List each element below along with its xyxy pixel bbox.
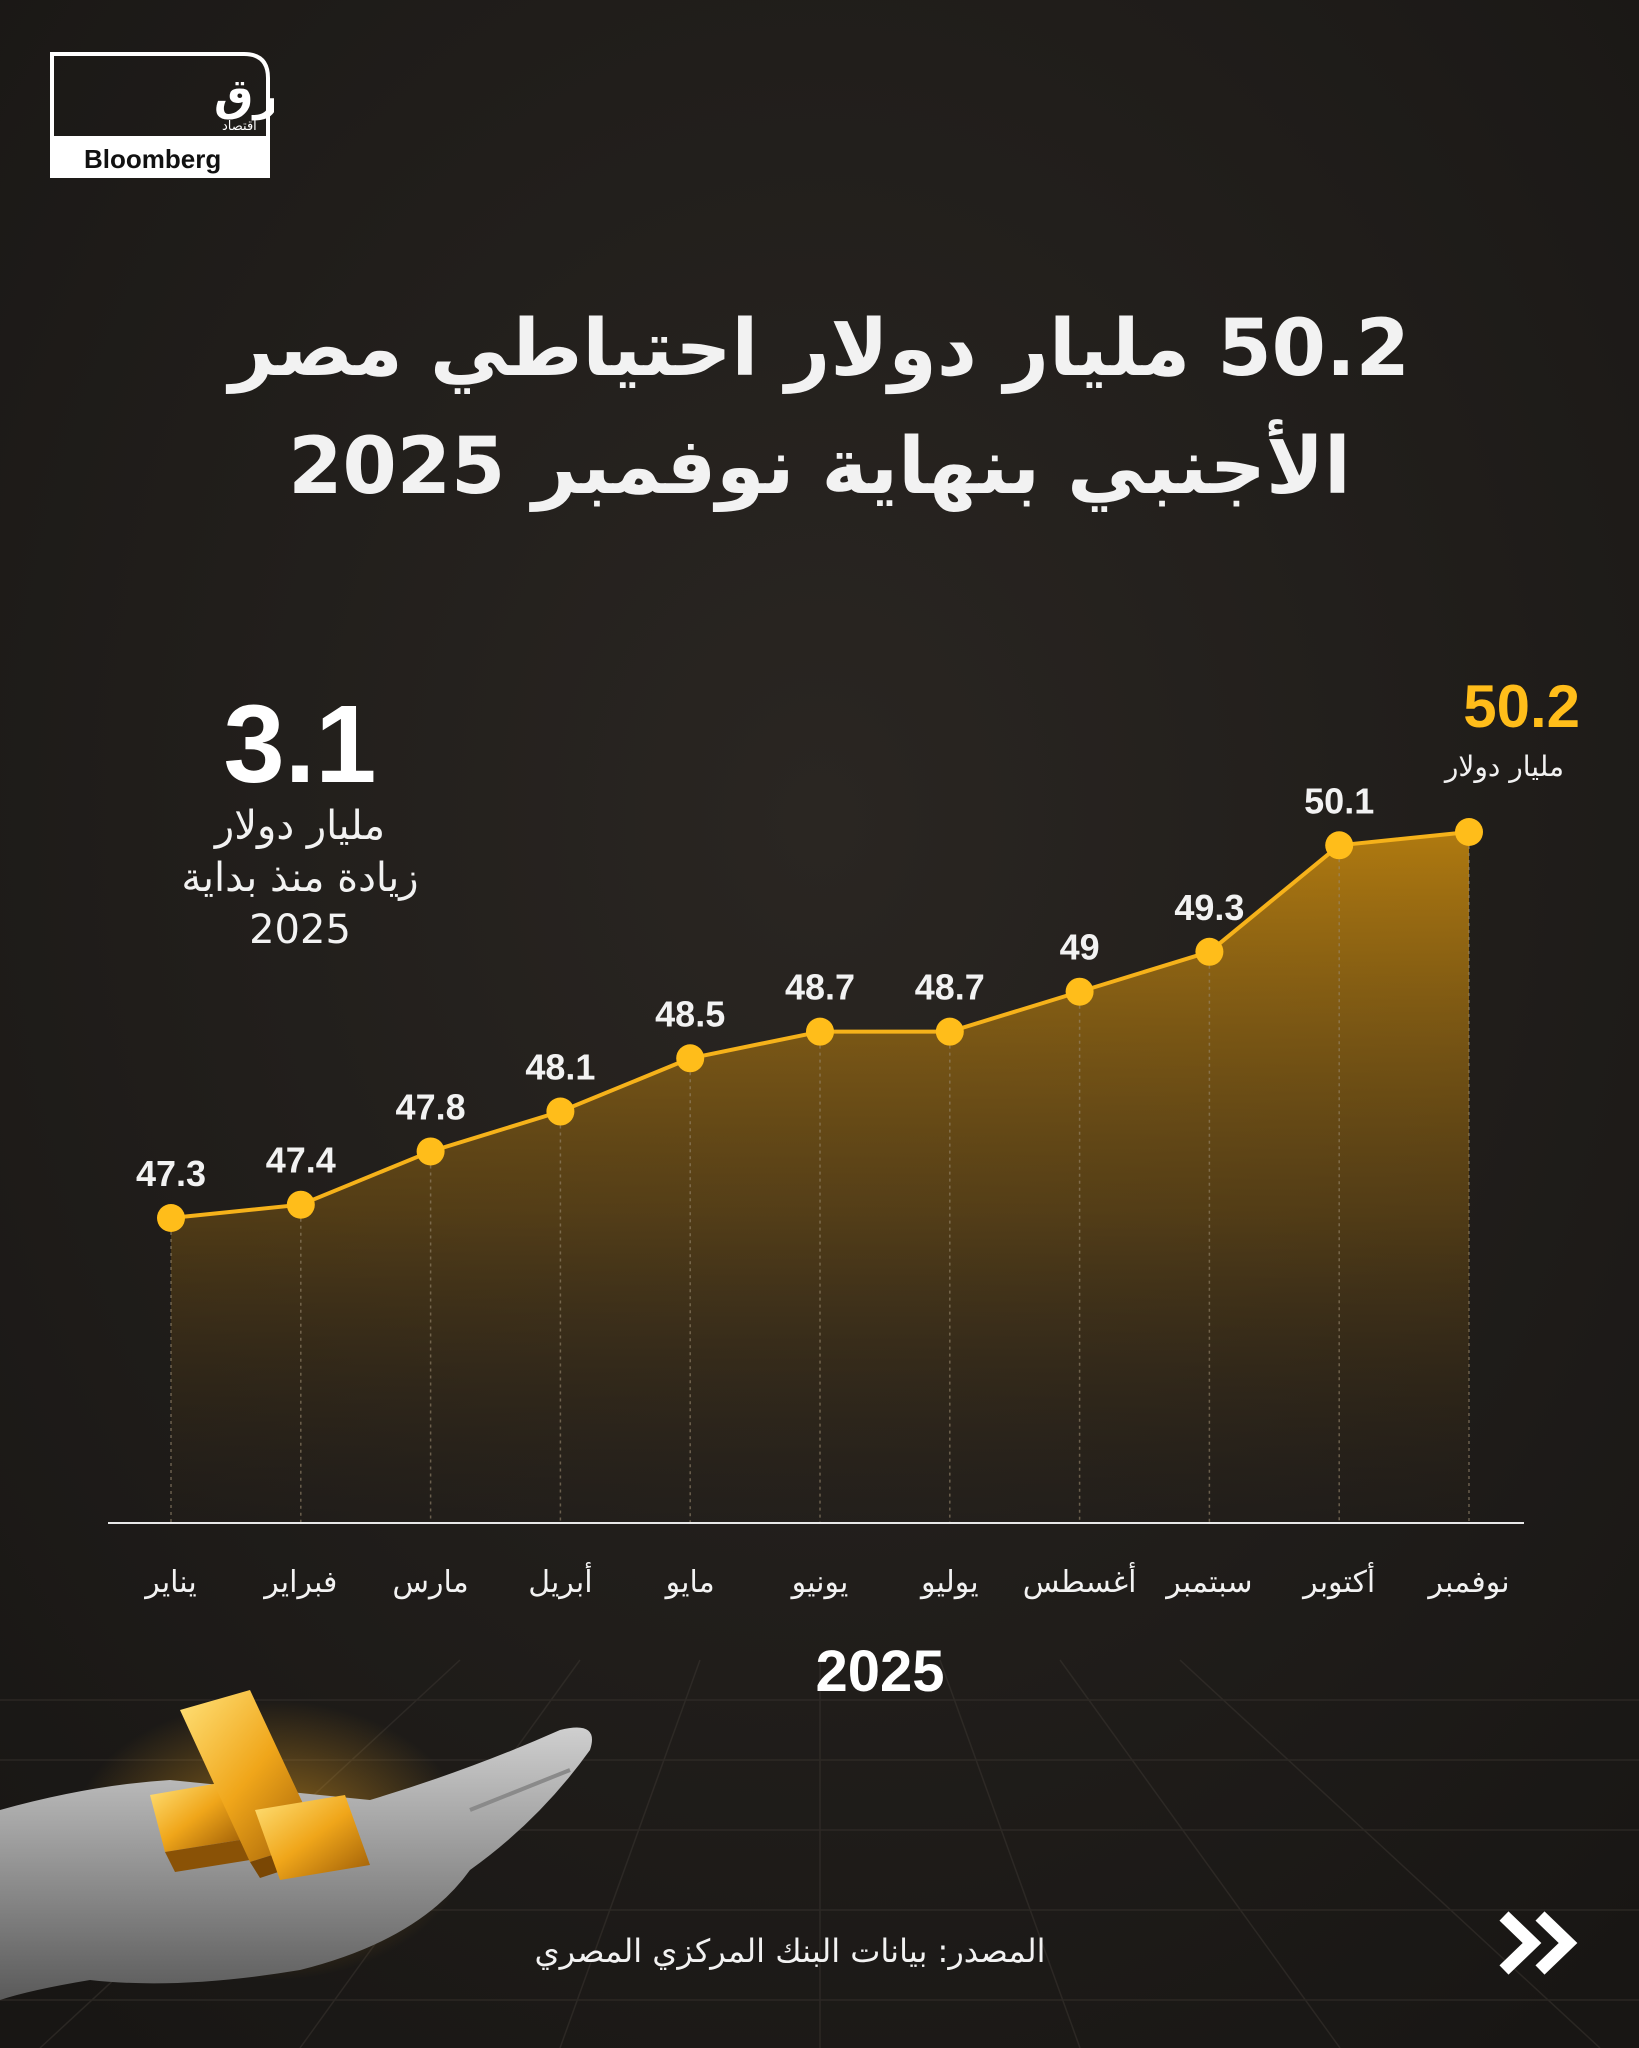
data-point	[1065, 977, 1094, 1006]
x-tick-label: سبتمبر	[1164, 1565, 1252, 1600]
increase-unit: مليار دولار	[214, 803, 386, 849]
data-label: 47.8	[396, 1086, 466, 1127]
x-tick-label: يناير	[143, 1565, 196, 1600]
x-tick-label: أغسطس	[1023, 1561, 1137, 1600]
data-label: 48.1	[525, 1047, 595, 1088]
latest-value: 50.2	[1463, 673, 1580, 740]
data-point	[286, 1190, 315, 1219]
data-point	[935, 1017, 964, 1046]
hand-holding-gold-image	[0, 1690, 592, 2000]
data-label: 49	[1060, 927, 1100, 968]
title-line-2: الأجنبي بنهاية نوفمبر 2025	[288, 422, 1351, 512]
svg-text:Bloomberg: Bloomberg	[84, 144, 221, 174]
data-point	[1325, 831, 1354, 860]
increase-desc: زيادة منذ بداية	[181, 855, 419, 901]
increase-year: 2025	[249, 907, 351, 953]
data-point	[157, 1204, 185, 1232]
svg-text:مع: مع	[219, 137, 233, 152]
x-tick-label: يوليو	[919, 1565, 979, 1600]
svg-text:اقتصاد: اقتصاد	[222, 119, 257, 134]
data-label: 50.1	[1304, 780, 1374, 821]
x-tick-label: نوفمبر	[1426, 1565, 1509, 1600]
x-tick-label: أبريل	[528, 1561, 592, 1600]
x-tick-label: فبراير	[262, 1565, 337, 1600]
data-point	[676, 1044, 705, 1073]
data-label: 49.3	[1174, 887, 1244, 928]
increase-value: 3.1	[223, 683, 377, 806]
double-chevron-right-icon[interactable]	[1496, 1908, 1586, 1978]
data-point	[1455, 818, 1483, 846]
data-label: 48.5	[655, 993, 725, 1034]
data-label: 47.3	[136, 1153, 206, 1194]
data-point	[806, 1017, 834, 1046]
data-label: 47.4	[266, 1140, 336, 1181]
svg-text:الشرق: الشرق	[214, 70, 274, 121]
increase-caption: مليار دولار زيادة منذ بداية 2025	[130, 800, 470, 956]
data-point	[416, 1137, 445, 1166]
page-title: 50.2 مليار دولار احتياطي مصر الأجنبي بنه…	[80, 290, 1559, 526]
x-tick-label: يونيو	[790, 1565, 849, 1600]
x-tick-label: مارس	[392, 1565, 468, 1600]
data-point	[1195, 937, 1224, 966]
title-line-1: 50.2 مليار دولار احتياطي مصر	[229, 304, 1410, 394]
x-tick-label: مايو	[664, 1565, 715, 1600]
source-note: المصدر: بيانات البنك المركزي المصري	[534, 1932, 1046, 1970]
data-point	[546, 1097, 575, 1126]
area-fill	[171, 832, 1469, 1523]
data-label: 48.7	[785, 967, 855, 1008]
x-axis-title: 2025	[815, 1639, 945, 1704]
latest-unit: مليار دولار	[1444, 750, 1564, 783]
data-label: 48.7	[915, 967, 985, 1008]
x-tick-label: أكتوبر	[1301, 1561, 1375, 1600]
gold-bars	[150, 1690, 370, 1880]
asharq-bloomberg-logo: الشرق اقتصاد مع Bloomberg	[50, 52, 274, 178]
